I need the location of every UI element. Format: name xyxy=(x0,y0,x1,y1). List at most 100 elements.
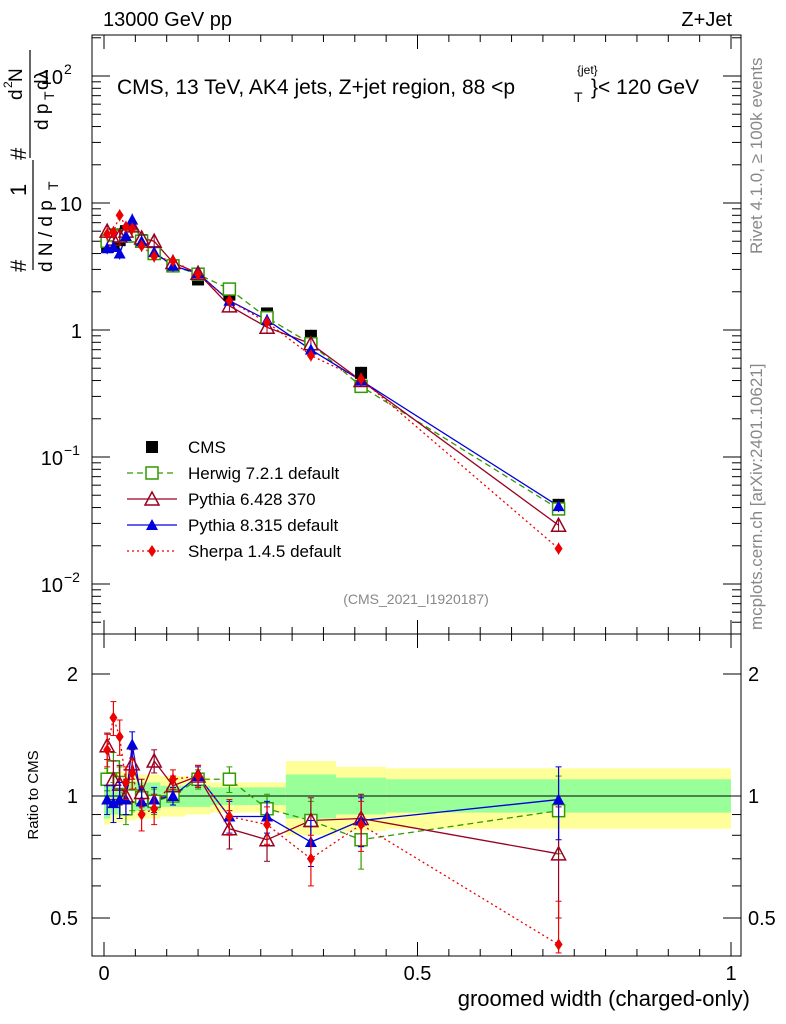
ratio-ytick-label-left: 0.5 xyxy=(50,908,78,930)
upper-axis-ticks xyxy=(92,35,741,634)
ylabel-d2N-N: N xyxy=(6,68,27,82)
upper-ytick-label: 10 xyxy=(41,67,63,89)
point-pythia6 xyxy=(550,516,567,533)
ratio-point-sherpa xyxy=(109,711,118,724)
ylabel-denom-tail: dλ xyxy=(32,69,53,90)
x-tick-label: 0 xyxy=(98,963,109,985)
ratio-point-pythia8 xyxy=(166,790,179,801)
ratio-point-sherpa xyxy=(263,818,272,831)
ratio-point-sherpa xyxy=(225,810,234,823)
ratio-point-sherpa xyxy=(306,852,315,865)
upper-ytick-exponent: −1 xyxy=(64,442,80,458)
point-pythia6 xyxy=(258,318,276,335)
point-sherpa xyxy=(306,349,315,362)
lower-series-markers xyxy=(98,701,567,954)
ylabel-dN-sub: T xyxy=(45,181,61,190)
ratio-point-pythia8 xyxy=(101,793,114,805)
legend: CMS Herwig 7.2.1 default Pythia 6.428 370 P… xyxy=(127,438,341,561)
ratio-point-sherpa xyxy=(103,743,112,756)
ratio-ytick-label-left: 1 xyxy=(67,786,78,808)
point-sherpa xyxy=(194,268,203,281)
legend-label-pythia6: Pythia 6.428 370 xyxy=(188,490,316,509)
ylabel-denom: d p xyxy=(32,104,53,130)
ratio-point-sherpa xyxy=(121,776,130,789)
point-pythia8 xyxy=(304,343,317,355)
rivet-label: Rivet 4.1.0, ≥ 100k events xyxy=(747,58,766,254)
header-right: Z+Jet xyxy=(681,9,732,31)
header-left: 13000 GeV pp xyxy=(103,9,232,31)
legend-marker-sherpa xyxy=(148,545,156,557)
point-sherpa xyxy=(121,220,130,233)
ratio-point-sherpa xyxy=(115,730,124,743)
ratio-ylabel: Ratio to CMS xyxy=(25,750,42,839)
point-pythia8 xyxy=(119,229,132,241)
point-sherpa xyxy=(554,542,563,555)
upper-title-sup: {jet} xyxy=(577,63,598,77)
legend-label-pythia8: Pythia 8.315 default xyxy=(188,516,339,535)
ratio-point-sherpa xyxy=(554,938,563,951)
point-sherpa xyxy=(103,228,112,241)
point-sherpa xyxy=(137,239,146,252)
analysis-id: (CMS_2021_I1920187) xyxy=(343,591,489,607)
x-tick-label: 0.5 xyxy=(404,963,432,985)
ratio-ytick-label-right: 0.5 xyxy=(748,908,776,930)
lower-ytick-labels: 2 2 1 1 0.5 0.5 xyxy=(50,664,776,930)
ratio-point-sherpa xyxy=(150,802,159,815)
ratio-line-sherpa xyxy=(106,715,559,946)
x-axis-title: groomed width (charged-only) xyxy=(458,986,750,1011)
lower-axis-ticks xyxy=(92,634,741,956)
upper-ytick-label: 10 xyxy=(60,194,82,216)
ratio-point-pythia8 xyxy=(107,797,120,809)
ratio-point-sherpa xyxy=(137,808,146,821)
ylabel-hash1: # xyxy=(6,259,31,272)
x-tick-label: 1 xyxy=(725,963,736,985)
upper-ytick-exponent: −2 xyxy=(64,569,80,585)
legend-marker-cms xyxy=(146,441,158,453)
point-sherpa xyxy=(263,316,272,329)
point-sherpa xyxy=(225,294,234,307)
ylabel-d2N-d: d xyxy=(6,89,27,100)
point-sherpa xyxy=(109,226,118,239)
point-herwig xyxy=(222,282,237,296)
ratio-point-pythia6 xyxy=(145,752,163,768)
ylabel-one: 1 xyxy=(6,184,31,196)
upper-title-prefix: CMS, 13 TeV, AK4 jets, Z+jet region, 88 … xyxy=(117,76,515,99)
upper-ytick-exponent: 2 xyxy=(64,61,72,77)
ylabel-dN: d N / d p xyxy=(36,200,57,272)
ylabel-denom-sub: T xyxy=(41,91,57,100)
legend-marker-pythia8 xyxy=(146,519,158,530)
point-sherpa xyxy=(128,222,137,235)
ylabel-hash2: # xyxy=(6,147,31,160)
upper-title-sub: T xyxy=(574,89,583,105)
ylabel-d2N-sup: 2 xyxy=(1,81,15,88)
ratio-point-sherpa xyxy=(194,770,203,783)
source-label: mcplots.cern.ch [arXiv:2401.10621] xyxy=(747,364,766,630)
legend-marker-herwig xyxy=(145,466,159,480)
upper-title: CMS, 13 TeV, AK4 jets, Z+jet region, 88 … xyxy=(117,63,699,105)
point-pythia8 xyxy=(107,241,120,253)
upper-ytick-label: 10 xyxy=(41,448,63,470)
legend-label-cms: CMS xyxy=(188,438,226,457)
x-tick-labels: 0 0.5 1 xyxy=(98,963,736,985)
point-sherpa xyxy=(150,250,159,263)
upper-ytick-label: 10 xyxy=(41,575,63,597)
upper-title-suffix: }< 120 GeV xyxy=(591,76,699,99)
ratio-ytick-label-left: 2 xyxy=(67,664,78,686)
legend-label-sherpa: Sherpa 1.4.5 default xyxy=(188,542,341,561)
legend-marker-pythia6 xyxy=(143,490,161,506)
point-sherpa xyxy=(115,209,124,222)
ratio-point-pythia8 xyxy=(126,738,139,750)
point-pythia8 xyxy=(126,213,139,225)
point-sherpa xyxy=(357,373,366,386)
lower-panel-frame xyxy=(91,633,742,957)
point-pythia8 xyxy=(113,247,126,259)
point-pythia8 xyxy=(552,500,565,512)
legend-label-herwig: Herwig 7.2.1 default xyxy=(188,464,339,483)
ratio-point-pythia6 xyxy=(258,831,276,847)
ratio-point-pythia8 xyxy=(552,793,565,805)
ratio-point-pythia6 xyxy=(105,770,122,786)
upper-ytick-label: 1 xyxy=(71,321,82,343)
